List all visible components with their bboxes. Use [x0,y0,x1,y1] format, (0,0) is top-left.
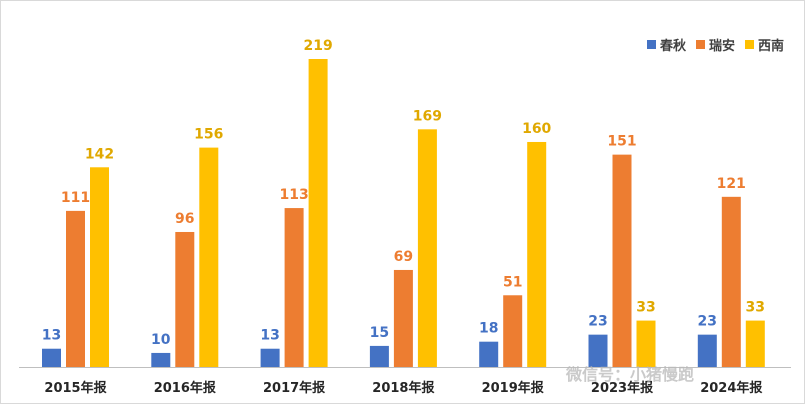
data-label-1-0: 10 [151,332,171,348]
data-label-5-1: 151 [607,134,636,150]
bar-6-0 [697,334,717,367]
data-label-2-2: 219 [303,38,332,54]
bar-6-1 [721,196,741,367]
data-label-3-0: 15 [370,325,389,341]
bar-5-1 [612,154,632,367]
bar-1-0 [151,352,171,367]
bar-4-2 [527,141,547,367]
bar-4-0 [479,341,499,367]
data-label-5-0: 23 [588,314,607,330]
data-label-4-1: 51 [503,274,522,290]
legend-item-xinan: 西南 [744,35,784,54]
x-tick-label-0: 2015年报 [44,380,107,396]
bar-3-1 [393,269,413,367]
data-label-3-2: 169 [413,108,442,124]
data-label-1-2: 156 [194,127,223,143]
legend-item-chunqiu: 春秋 [646,35,686,54]
data-label-6-0: 23 [698,314,717,330]
data-label-6-2: 33 [746,300,765,316]
chart-legend: 春秋 瑞安 西南 [646,35,784,54]
data-label-2-1: 113 [279,187,308,203]
legend-swatch-xinan [744,40,754,49]
bar-4-1 [503,295,523,367]
bar-0-1 [66,210,85,367]
bar-2-0 [260,348,280,367]
x-tick-label-6: 2024年报 [700,380,763,396]
x-tick-label-2: 2017年报 [263,380,326,396]
bar-2-1 [284,208,304,367]
data-label-0-1: 111 [61,190,90,206]
legend-label-chunqiu: 春秋 [659,39,686,54]
x-tick-label-4: 2019年报 [482,380,545,396]
bar-3-0 [369,345,389,367]
data-label-4-2: 160 [522,121,551,137]
x-tick-label-3: 2018年报 [372,380,435,396]
legend-swatch-chunqiu [646,40,656,49]
watermark-text: 微信号：小猪慢跑 [565,365,694,384]
bar-0-0 [42,348,61,367]
bar-1-2 [199,147,219,367]
bar-3-2 [417,129,437,367]
data-label-4-0: 18 [479,321,498,337]
data-label-2-0: 13 [260,328,279,344]
data-label-0-0: 13 [42,328,61,344]
data-label-1-1: 96 [175,211,194,227]
data-label-5-2: 33 [636,300,655,316]
legend-label-xinan: 西南 [757,39,784,54]
bar-5-0 [588,334,608,367]
data-label-6-1: 121 [717,176,746,192]
bar-6-2 [745,320,765,367]
legend-swatch-ruian [695,40,705,49]
legend-item-ruian: 瑞安 [695,35,735,54]
data-label-0-2: 142 [85,146,114,162]
bar-2-2 [308,59,328,367]
legend-label-ruian: 瑞安 [708,39,735,54]
data-label-3-1: 69 [394,249,413,265]
bar-0-2 [90,167,109,367]
x-tick-label-5: 2023年报 [591,380,654,396]
bar-1-1 [175,231,195,367]
x-tick-label-1: 2016年报 [154,380,217,396]
bar-5-2 [636,320,656,367]
